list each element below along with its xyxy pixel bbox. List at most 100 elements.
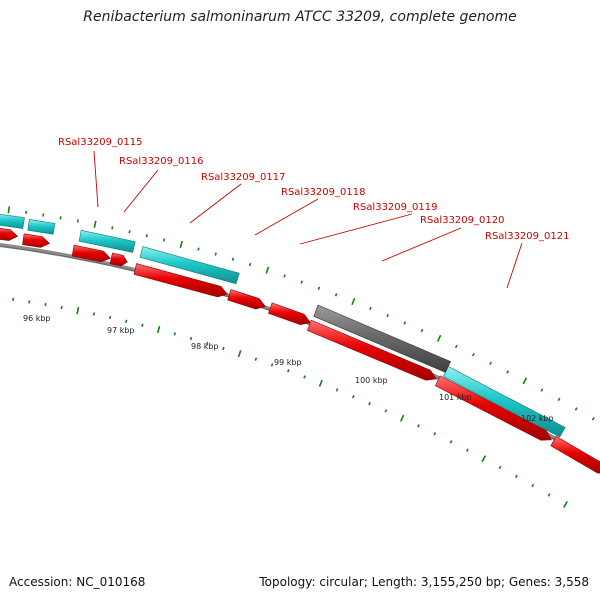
reverse-cds-block (78, 229, 136, 253)
inner-tick-minor (270, 363, 274, 367)
inner-tick-marks (12, 297, 568, 508)
gene-labels: RSal33209_0115 RSal33209_0116 RSal33209_… (58, 137, 569, 242)
outer-tick-minor (506, 370, 510, 374)
outer-tick-minor (283, 274, 286, 278)
gene-feature-block (313, 304, 452, 373)
inner-tick-minor (125, 319, 128, 323)
outer-tick-minor (317, 286, 321, 290)
topology-text: Topology: circular; Length: 3,155,250 bp… (259, 575, 589, 589)
forward-cds-arrow (307, 319, 437, 381)
reverse-cds-block (139, 246, 240, 285)
outer-tick-minor (386, 313, 389, 318)
kbp-label-97: 97 kbp (107, 326, 135, 335)
outer-tick-major (179, 240, 183, 249)
inner-tick-minor (303, 375, 306, 379)
outer-tick-minor (59, 216, 62, 220)
outer-tick-major (7, 206, 11, 214)
leader-line (93, 150, 99, 208)
feature-track (0, 213, 600, 474)
map-title: Renibacterium salmoninarum ATCC 33209, c… (83, 9, 517, 25)
outer-tick-minor (145, 234, 148, 238)
kbp-label-100: 100 kbp (355, 376, 388, 385)
outer-tick-minor (231, 257, 235, 261)
leader-line (299, 213, 413, 245)
outer-tick-minor (591, 417, 595, 421)
gene-label-0115[interactable]: RSal33209_0115 (58, 137, 142, 148)
inner-tick-minor (335, 388, 339, 392)
forward-cds-arrow (71, 244, 111, 263)
reverse-cds-block (27, 219, 56, 235)
forward-cds-arrow (133, 263, 228, 298)
kbp-label-96: 96 kbp (23, 314, 51, 323)
outer-tick-minor (334, 293, 338, 297)
inner-tick-minor (173, 332, 176, 336)
inner-tick-major (562, 501, 568, 508)
outer-tick-major (351, 297, 356, 306)
inner-tick-minor (514, 474, 518, 479)
forward-cds-arrow (22, 233, 51, 248)
gene-label-0120[interactable]: RSal33209_0120 (420, 215, 504, 226)
kbp-label-101: 101 kbp (439, 393, 472, 402)
leader-line (381, 227, 462, 262)
inner-tick-minor (531, 483, 535, 488)
inner-tick-minor (44, 302, 47, 307)
kbp-label-102: 102 kbp (521, 414, 554, 423)
outer-tick-minor (300, 280, 303, 284)
outer-tick-minor (76, 219, 79, 223)
inner-tick-minor (108, 315, 112, 320)
inner-tick-minor (547, 493, 551, 497)
gene-label-0117[interactable]: RSal33209_0117 (201, 172, 285, 183)
outer-tick-minor (197, 247, 200, 251)
outer-tick-marks (7, 206, 595, 421)
gene-label-0118[interactable]: RSal33209_0118 (281, 187, 365, 198)
outer-tick-major (522, 377, 528, 385)
outer-tick-minor (248, 262, 252, 267)
gene-label-0116[interactable]: RSal33209_0116 (119, 156, 203, 167)
outer-tick-major (93, 220, 97, 228)
outer-tick-minor (369, 306, 372, 311)
accession-text: Accession: NC_010168 (9, 575, 146, 589)
inner-tick-minor (384, 409, 388, 413)
inner-tick-minor (449, 440, 453, 444)
leader-line (189, 183, 242, 224)
kbp-label-98: 98 kbp (191, 342, 219, 351)
inner-tick-minor (141, 323, 144, 327)
inner-tick-minor (206, 341, 209, 346)
forward-cds-arrow (227, 289, 266, 310)
inner-tick-minor (254, 357, 258, 361)
outer-tick-major (265, 266, 270, 274)
forward-cds-arrow (0, 228, 19, 241)
inner-tick-minor (60, 305, 63, 310)
outer-tick-minor (489, 361, 492, 365)
inner-tick-minor (433, 432, 437, 436)
inner-tick-minor (352, 394, 355, 399)
outer-tick-minor (111, 226, 114, 230)
kbp-label-99: 99 kbp (274, 358, 302, 367)
reverse-cds-block (443, 365, 566, 438)
leader-line (123, 169, 159, 213)
inner-tick-major (318, 379, 323, 387)
inner-tick-major (399, 414, 405, 422)
inner-tick-major (237, 350, 242, 358)
outer-tick-minor (574, 407, 578, 411)
gene-label-0121[interactable]: RSal33209_0121 (485, 231, 569, 242)
outer-tick-minor (454, 344, 458, 349)
forward-cds-arrow (109, 252, 128, 267)
outer-tick-minor (162, 238, 166, 242)
inner-tick-minor (287, 369, 290, 373)
reverse-cds-block (0, 213, 25, 229)
inner-tick-minor (189, 336, 193, 341)
inner-tick-minor (92, 312, 96, 316)
outer-tick-major (436, 334, 442, 342)
inner-tick-minor (498, 465, 502, 470)
outer-tick-minor (557, 397, 561, 402)
outer-tick-minor (472, 353, 475, 357)
outer-tick-minor (540, 388, 544, 392)
outer-tick-minor (214, 252, 217, 256)
label-leader-lines (93, 150, 523, 289)
gene-label-0119[interactable]: RSal33209_0119 (353, 202, 437, 213)
forward-cds-arrow (550, 435, 600, 474)
inner-tick-minor (417, 424, 420, 428)
inner-tick-minor (222, 346, 225, 351)
